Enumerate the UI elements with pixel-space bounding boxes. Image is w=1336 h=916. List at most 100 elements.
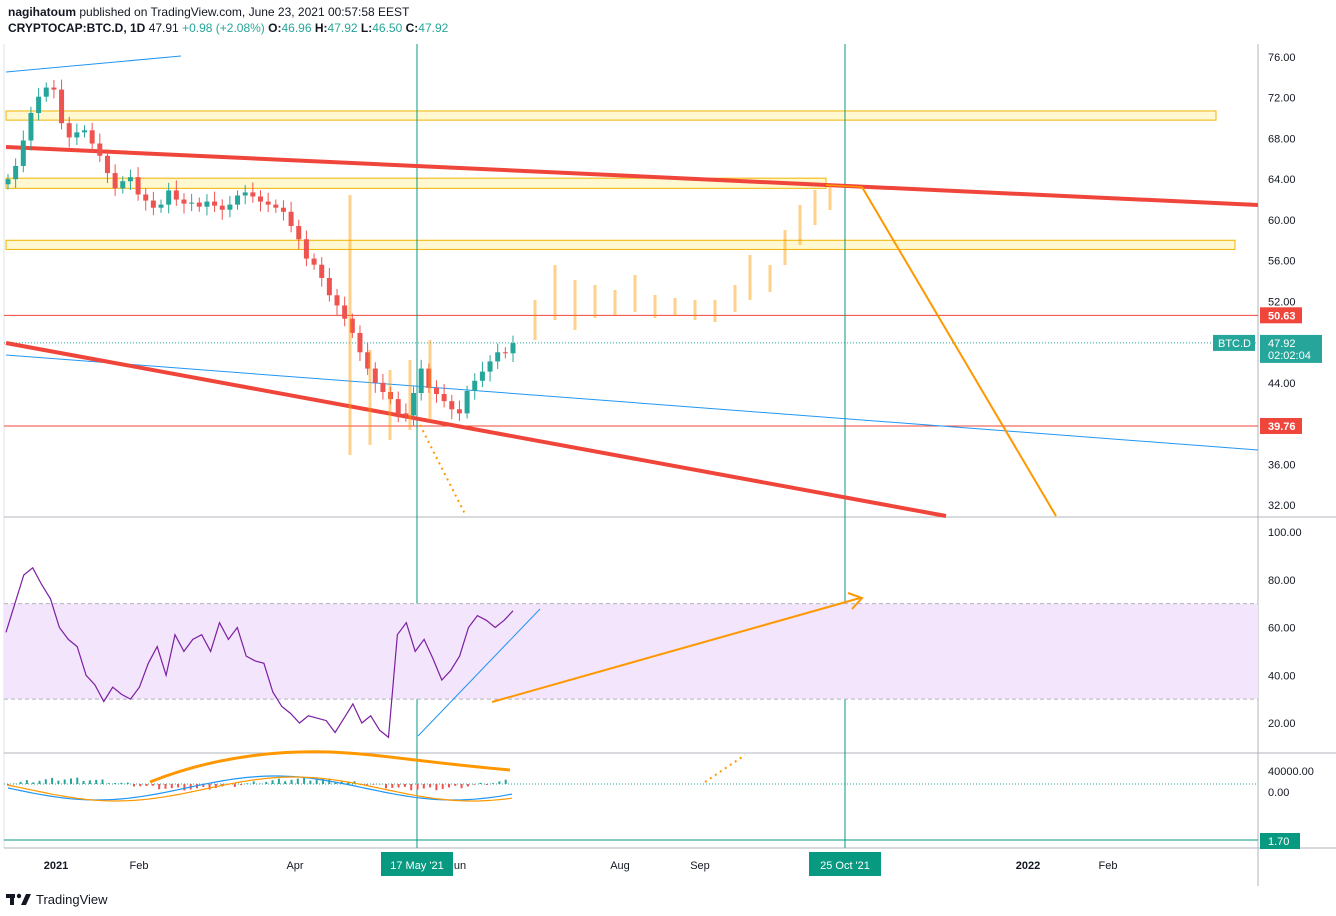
candle-body <box>280 207 286 212</box>
candle-body <box>51 87 57 90</box>
symbol-name[interactable]: CRYPTOCAP:BTC.D, 1D <box>8 21 146 35</box>
candle-body <box>150 200 156 208</box>
resistance-zone <box>5 239 1236 250</box>
current-price-text: 47.92 <box>1268 338 1296 350</box>
candle-body <box>89 130 95 144</box>
candles <box>5 79 516 426</box>
candle-body <box>472 380 478 391</box>
candle-body <box>464 390 470 414</box>
macd-tick-label: 40000.00 <box>1268 766 1314 778</box>
candle-body <box>235 195 241 205</box>
rsi-orange-arrow <box>491 597 861 703</box>
published-text: published on TradingView.com, June 23, 2… <box>79 5 410 19</box>
candle-body <box>173 190 179 200</box>
price-label-badge <box>1260 307 1302 324</box>
red-support-line <box>5 341 947 518</box>
candle-body <box>66 123 72 138</box>
candle-body <box>395 399 401 414</box>
x-tick-label: Apr <box>286 860 303 872</box>
candle-body <box>112 173 118 189</box>
candle-body <box>418 368 424 393</box>
candle-body <box>59 89 65 124</box>
y-tick-label: 32.00 <box>1268 500 1296 512</box>
candle-body <box>311 258 317 265</box>
tradingview-footer[interactable]: TradingView <box>6 889 108 909</box>
price-label-badge <box>1260 417 1302 434</box>
candle-body <box>104 155 110 174</box>
bar-countdown-text: 02:02:04 <box>1268 350 1311 362</box>
open-value: 46.96 <box>281 21 312 35</box>
candle-body <box>303 239 309 259</box>
candle-body <box>212 201 218 206</box>
candle-body <box>319 264 325 278</box>
dotted-projection <box>419 424 467 517</box>
candle-body <box>326 277 332 296</box>
projection-line-down <box>861 186 1057 517</box>
candle-body <box>43 87 49 97</box>
signal-line <box>7 776 513 802</box>
y-tick-label: 72.00 <box>1268 93 1296 105</box>
candle-body <box>258 196 263 202</box>
rsi-tick-label: 40.00 <box>1268 670 1296 682</box>
candle-body <box>158 204 164 208</box>
x-tick-label: Feb <box>1099 860 1118 872</box>
candle-body <box>502 352 508 354</box>
candle-body <box>273 204 279 208</box>
date-highlight-badge <box>809 852 881 876</box>
candle-body <box>250 192 256 197</box>
candle-body <box>227 204 233 210</box>
blue-trend-line-bottom <box>5 354 1259 451</box>
candle-body <box>181 199 187 204</box>
y-tick-label: 36.00 <box>1268 459 1296 471</box>
chart-header: nagihatoum published on TradingView.com,… <box>8 4 908 36</box>
candle-body <box>127 177 133 182</box>
high-value: 47.92 <box>327 21 358 35</box>
candle-body <box>495 352 501 362</box>
date-highlight-badge <box>381 852 453 876</box>
candle-body <box>487 361 493 372</box>
rsi-tick-label: 60.00 <box>1268 623 1296 635</box>
candle-body <box>456 409 462 414</box>
candle-body <box>196 202 202 207</box>
candle-body <box>189 202 195 204</box>
y-tick-label: 60.00 <box>1268 215 1296 227</box>
candle-body <box>357 332 363 353</box>
rsi-band <box>4 603 1258 700</box>
candle-body <box>135 177 141 195</box>
candle-body <box>365 352 371 369</box>
high-label: H: <box>314 21 328 35</box>
resistance-zone <box>5 110 1217 121</box>
candle-body <box>5 179 11 185</box>
arrow-head-icon <box>847 592 864 610</box>
rsi-blue-trendline <box>417 608 541 737</box>
projection-bars <box>348 185 832 455</box>
date-highlight-text: 25 Oct '21 <box>820 860 870 872</box>
y-tick-label: 68.00 <box>1268 133 1296 145</box>
candle-body <box>265 201 271 205</box>
symbol-badge <box>1213 334 1255 351</box>
candle-body <box>426 368 432 388</box>
bottom-value-text: 1.70 <box>1268 836 1289 848</box>
author-name[interactable]: nagihatoum <box>8 5 76 19</box>
low-label: L: <box>360 21 373 35</box>
candle-body <box>74 132 80 138</box>
rsi-line <box>5 566 514 739</box>
symbol-badge-text: BTC.D <box>1218 338 1251 350</box>
candle-body <box>20 140 26 166</box>
low-value: 46.50 <box>372 21 403 35</box>
price-change: +0.98 (+2.08%) <box>182 21 265 35</box>
candle-body <box>143 194 149 201</box>
candle-body <box>388 391 394 400</box>
x-tick-label: Feb <box>130 860 149 872</box>
x-tick-label: 2022 <box>1016 860 1040 872</box>
close-label: C: <box>405 21 419 35</box>
tradingview-brand: TradingView <box>36 891 108 907</box>
candle-body <box>449 401 455 410</box>
candle-body <box>479 371 485 381</box>
candle-body <box>242 192 248 196</box>
candle-body <box>380 382 386 392</box>
bottom-value-badge <box>1260 833 1300 849</box>
candle-body <box>97 143 103 156</box>
candle-body <box>288 211 294 227</box>
